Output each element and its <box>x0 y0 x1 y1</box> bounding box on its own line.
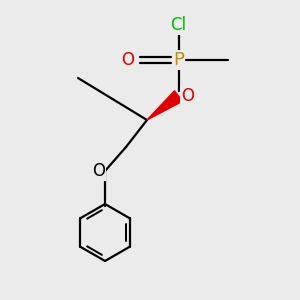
Polygon shape <box>147 91 182 120</box>
Text: P: P <box>173 51 184 69</box>
Text: O: O <box>121 51 134 69</box>
Text: O: O <box>92 162 106 180</box>
Text: O: O <box>181 87 194 105</box>
Text: Cl: Cl <box>170 16 187 34</box>
